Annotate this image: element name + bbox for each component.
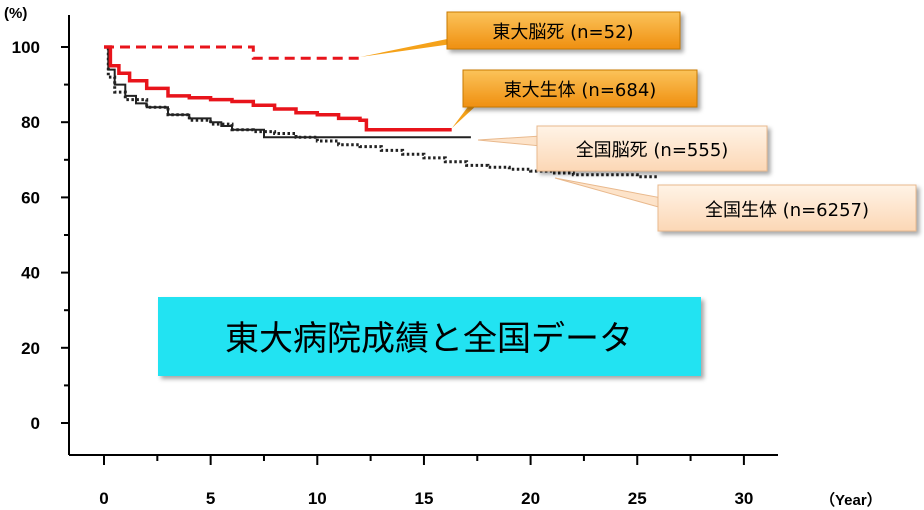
callout-box (657, 184, 917, 232)
y-tick-label: 60 (21, 188, 40, 207)
axis-ticks (61, 46, 745, 465)
x-tick-label: 5 (206, 489, 215, 508)
y-tick-label: 100 (12, 38, 40, 57)
chart-title-box: 東大病院成績と全国データ (158, 297, 701, 376)
x-tick-label: 15 (414, 489, 433, 508)
x-unit-label: （Year） (820, 491, 882, 509)
x-tick-label: 30 (734, 489, 753, 508)
series-layer (104, 45, 659, 179)
callout-box (446, 11, 681, 50)
y-tick-label: 40 (21, 264, 40, 283)
callout-box (536, 125, 768, 172)
callout-text: 全国脳死 (n=555) (576, 140, 729, 161)
callout-box (462, 69, 698, 108)
x-tick-label: 0 (99, 489, 108, 508)
y-tick-labels: 0 20 40 60 80 100 (12, 38, 40, 433)
callout-national-braindead: 全国脳死 (n=555) (477, 125, 768, 172)
x-tick-labels: 0 5 10 15 20 25 30 (99, 489, 753, 508)
callout-pointer (360, 38, 452, 57)
y-tick-label: 0 (31, 414, 40, 433)
x-tick-label: 25 (628, 489, 647, 508)
series-line-2 (104, 46, 471, 139)
chart-title: 東大病院成績と全国データ (225, 319, 633, 359)
x-tick-label: 20 (521, 489, 540, 508)
series-line-0 (104, 45, 360, 60)
series-line-1 (104, 45, 452, 132)
callout-pointer (452, 104, 478, 128)
title-box-background (158, 297, 701, 376)
x-tick-label: 10 (308, 489, 327, 508)
callout-pointer (554, 177, 663, 209)
callout-text: 東大脳死 (n=52) (492, 22, 633, 43)
callout-text: 東大生体 (n=684) (504, 80, 657, 101)
y-tick-label: 20 (21, 339, 40, 358)
callout-national-living: 全国生体 (n=6257) (554, 177, 917, 232)
callout-todai-braindead: 東大脳死 (n=52) (360, 11, 681, 57)
y-tick-label: 80 (21, 113, 40, 132)
callout-todai-living: 東大生体 (n=684) (452, 69, 698, 128)
y-unit-label: (%) (4, 5, 27, 22)
callout-pointer (477, 135, 542, 147)
callout-text: 全国生体 (n=6257) (705, 200, 869, 221)
